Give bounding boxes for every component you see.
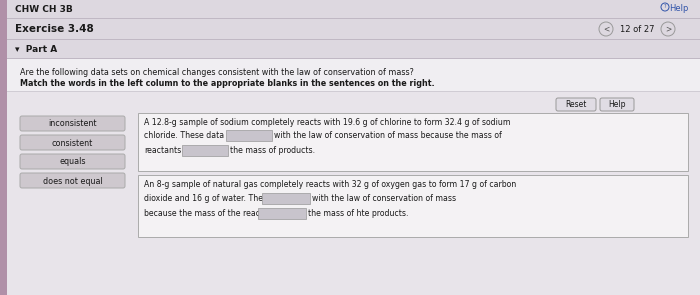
Bar	[7, 58, 700, 59]
Text: consistent: consistent	[52, 138, 93, 148]
Bar	[182, 145, 228, 156]
Text: Reset: Reset	[566, 100, 587, 109]
Text: 12 of 27: 12 of 27	[620, 24, 654, 34]
Text: with the law of conservation of mass: with the law of conservation of mass	[312, 194, 456, 203]
Text: CHW CH 3B: CHW CH 3B	[15, 4, 73, 14]
Bar	[138, 175, 688, 237]
Bar	[7, 18, 700, 19]
Text: inconsistent: inconsistent	[48, 119, 97, 129]
Bar	[7, 0, 700, 18]
Bar	[262, 193, 310, 204]
FancyBboxPatch shape	[600, 98, 634, 111]
FancyBboxPatch shape	[20, 173, 125, 188]
Bar	[138, 113, 688, 171]
Text: A 12.8-g sample of sodium completely reacts with 19.6 g of chlorine to form 32.4: A 12.8-g sample of sodium completely rea…	[144, 118, 510, 127]
Text: ?: ?	[664, 4, 666, 9]
Text: chloride. These data are: chloride. These data are	[144, 131, 239, 140]
Text: because the mass of the reactants: because the mass of the reactants	[144, 209, 280, 218]
Circle shape	[661, 22, 675, 36]
Text: Help: Help	[668, 4, 688, 13]
Bar	[7, 91, 700, 92]
Text: Are the following data sets on chemical changes consistent with the law of conse: Are the following data sets on chemical …	[20, 68, 414, 77]
Text: >: >	[665, 24, 671, 34]
Text: reactants: reactants	[144, 146, 181, 155]
Bar	[258, 208, 306, 219]
FancyBboxPatch shape	[20, 135, 125, 150]
Text: dioxide and 16 g of water. These data are: dioxide and 16 g of water. These data ar…	[144, 194, 307, 203]
Text: does not equal: does not equal	[43, 176, 102, 186]
Bar	[7, 39, 700, 40]
FancyBboxPatch shape	[556, 98, 596, 111]
Text: Help: Help	[608, 100, 626, 109]
Circle shape	[599, 22, 613, 36]
FancyBboxPatch shape	[20, 116, 125, 131]
Text: the mass of products.: the mass of products.	[230, 146, 315, 155]
Bar	[226, 130, 272, 141]
Text: An 8-g sample of natural gas completely reacts with 32 g of oxygen gas to form 1: An 8-g sample of natural gas completely …	[144, 180, 517, 189]
Text: with the law of conservation of mass because the mass of: with the law of conservation of mass bec…	[274, 131, 502, 140]
Text: ▾  Part A: ▾ Part A	[15, 45, 57, 53]
Text: Match the words in the left column to the appropriate blanks in the sentences on: Match the words in the left column to th…	[20, 79, 435, 88]
Text: the mass of hte products.: the mass of hte products.	[308, 209, 409, 218]
Bar	[7, 40, 700, 58]
FancyBboxPatch shape	[20, 154, 125, 169]
Text: equals: equals	[60, 158, 85, 166]
Bar	[7, 19, 700, 39]
Bar	[0, 0, 7, 295]
Bar	[7, 92, 700, 295]
Text: <: <	[603, 24, 609, 34]
Text: Exercise 3.48: Exercise 3.48	[15, 24, 94, 34]
Bar	[7, 59, 700, 295]
